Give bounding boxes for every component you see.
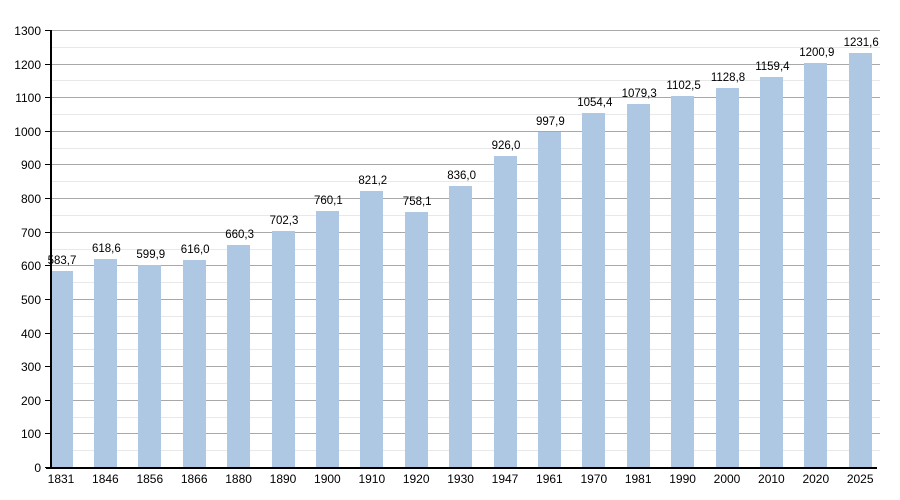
x-axis-tick-label: 1990 [669,472,696,486]
bar-value-label: 1231,6 [843,36,879,49]
major-gridline [50,97,880,99]
bar [93,259,117,467]
bar [404,212,428,467]
y-axis-tick [45,231,50,233]
y-axis-tick [45,265,50,267]
bar [582,112,606,467]
x-axis-line [46,467,877,469]
bar-value-label: 702,3 [269,214,299,227]
bar [848,52,872,467]
y-axis-line [50,30,52,469]
y-axis-tick-label: 700 [20,225,41,240]
x-axis-tick-label: 1866 [180,472,208,486]
bar-value-label: 1128,8 [710,71,746,84]
bar [271,230,295,467]
y-axis-tick-label: 800 [20,192,41,207]
bar-value-label: 583,7 [47,254,77,267]
y-axis-tick [45,97,50,99]
y-axis-tick-label: 600 [20,259,41,274]
x-axis-tick-label: 2020 [802,472,830,486]
minor-gridline [50,114,880,116]
x-axis-tick-label: 2000 [713,472,741,486]
bar [449,185,473,467]
minor-gridline [50,46,880,48]
bar [804,63,828,467]
bar-value-label: 926,0 [491,139,521,152]
x-axis-tick-label: 1831 [47,472,75,486]
bar [537,131,561,467]
major-gridline [50,130,880,132]
x-axis-tick-label: 1900 [314,472,341,486]
bar-value-label: 836,0 [447,169,476,182]
bar-value-label: 618,6 [92,243,121,256]
x-axis-tick-label: 1930 [447,472,474,486]
bar [360,190,384,467]
x-axis-tick-label: 1920 [402,472,430,486]
bar-value-label: 760,1 [314,195,343,208]
y-axis-tick-label: 0 [34,461,41,475]
bar-value-label: 1054,4 [577,96,613,109]
y-axis-tick-label: 500 [20,292,41,307]
y-axis-tick-label: 1000 [14,124,41,139]
y-axis-tick-label: 1300 [14,24,41,38]
bar [715,87,739,467]
y-axis-tick [45,399,50,401]
bar-value-label: 660,3 [225,229,254,242]
y-axis-tick-label: 300 [20,360,41,375]
bar-value-label: 997,9 [536,115,565,128]
x-axis-tick-label: 1880 [225,472,252,486]
bar [315,211,339,467]
x-axis-tick-label: 1890 [269,472,297,486]
bar-value-label: 616,0 [180,243,210,256]
y-axis-tick [45,198,50,200]
bar [626,104,650,467]
bar [493,155,517,467]
bar [138,265,162,467]
bar-value-label: 1200,9 [799,47,835,60]
y-axis-tick-label: 1200 [14,57,41,72]
y-axis-tick [45,130,50,132]
y-axis-tick [45,332,50,334]
bar-value-label: 599,9 [136,249,166,262]
bar [49,270,73,467]
x-axis-tick-label: 1947 [491,472,519,486]
y-axis-tick [45,433,50,435]
bar-value-label: 1079,3 [621,88,657,101]
bar [182,259,206,467]
y-axis-tick [45,298,50,300]
y-axis-tick-label: 100 [20,427,41,442]
bar [671,96,695,467]
y-axis-tick [45,366,50,368]
y-axis-tick [45,63,50,65]
x-axis-tick-label: 1846 [92,472,119,486]
x-axis-tick-label: 1961 [536,472,563,486]
x-axis-tick-label: 1970 [580,472,608,486]
major-gridline [50,164,880,166]
x-axis-tick-label: 1981 [624,472,652,486]
bar [759,77,783,467]
y-axis-tick-label: 900 [20,158,41,173]
minor-gridline [50,80,880,82]
x-axis-tick-label: 1910 [358,472,386,486]
y-axis-tick-label: 400 [20,326,41,341]
minor-gridline [50,147,880,149]
y-axis-tick-label: 200 [20,393,41,408]
bar-value-label: 821,2 [358,174,388,187]
x-axis-tick-label: 2025 [846,472,874,486]
major-gridline [50,63,880,65]
y-axis-tick-label: 1100 [15,91,41,106]
major-gridline [50,30,880,31]
y-axis-tick [45,30,50,31]
y-axis-tick [45,164,50,166]
bar [227,245,251,467]
bar-value-label: 758,1 [402,196,432,209]
minor-gridline [50,181,880,183]
bar-value-label: 1159,4 [755,61,790,74]
x-axis-tick-label: 1856 [136,472,164,486]
x-axis-tick-label: 2010 [758,472,785,486]
bar-value-label: 1102,5 [666,80,701,93]
